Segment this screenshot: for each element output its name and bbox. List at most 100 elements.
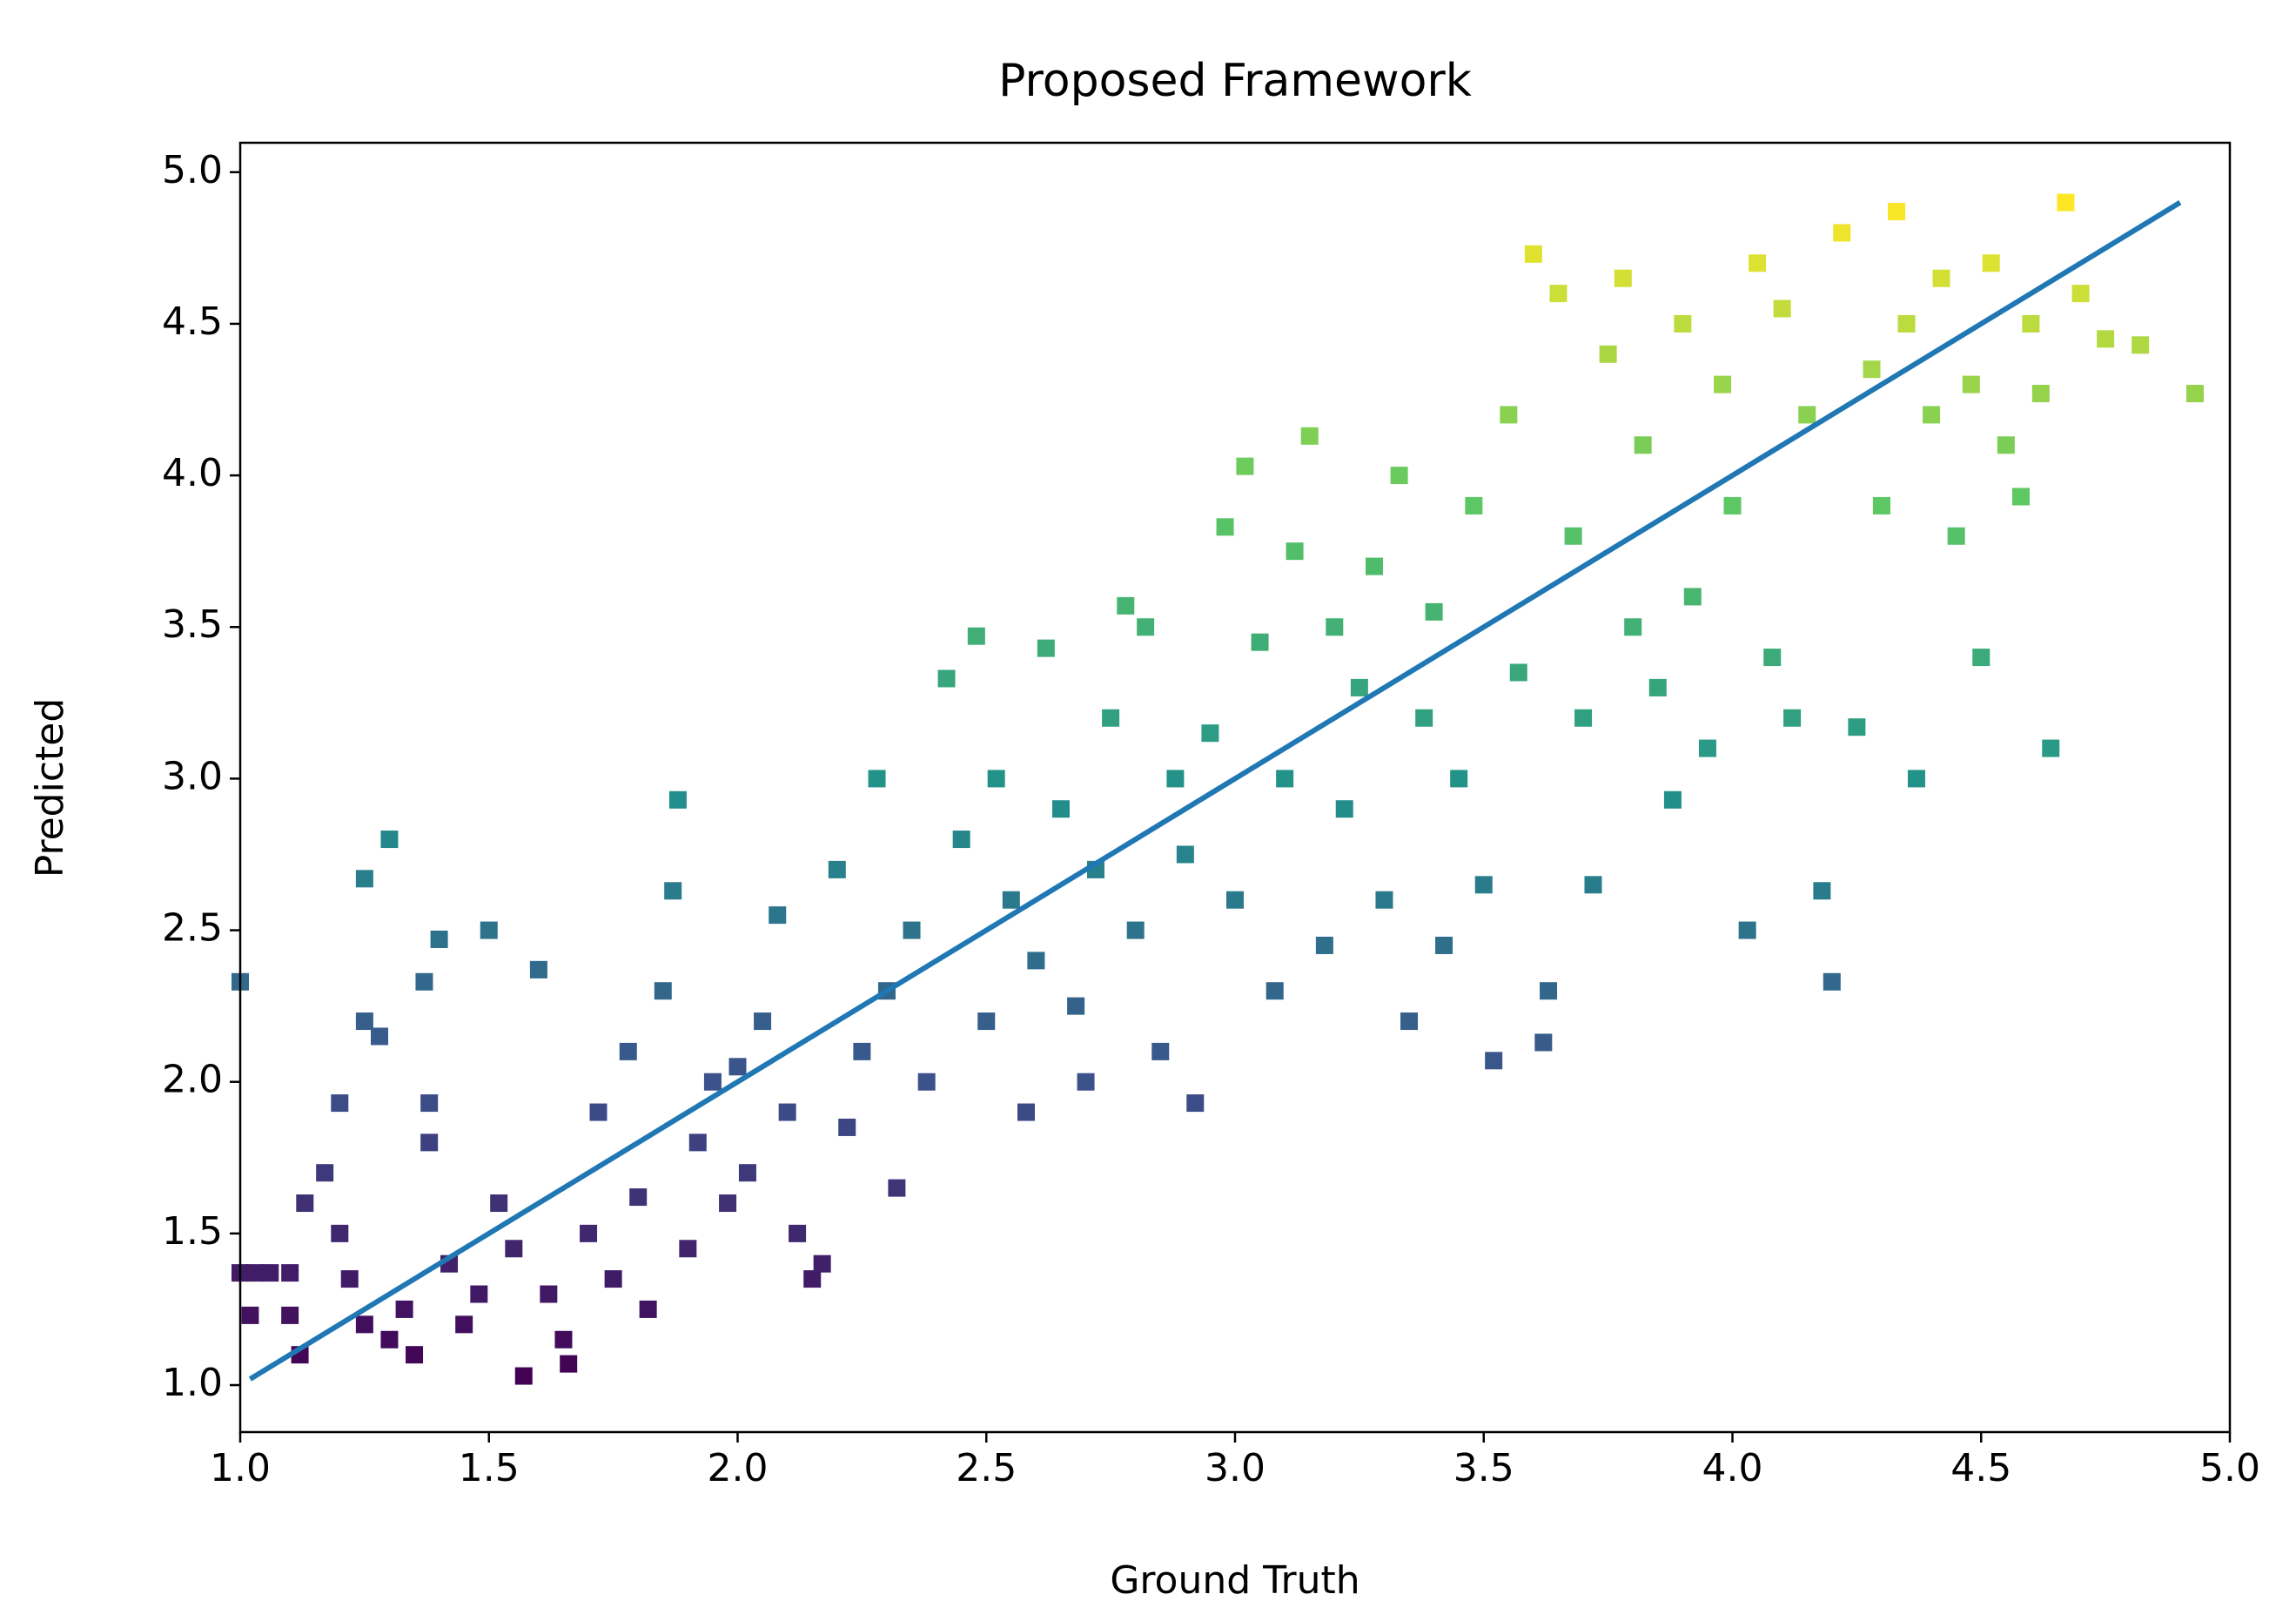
point (420, 1133, 439, 1152)
point (1564, 527, 1582, 545)
point (1698, 739, 1716, 757)
point (1813, 882, 1831, 900)
point (619, 1042, 637, 1060)
point (1634, 436, 1652, 454)
point (688, 1133, 707, 1152)
x-tick-label: 1.0 (210, 1446, 271, 1490)
point (1151, 1042, 1170, 1060)
y-tick-label: 2.5 (162, 906, 223, 951)
y-tick-label: 1.0 (162, 1361, 223, 1405)
point (719, 1194, 737, 1213)
point (1848, 718, 1866, 737)
point (1485, 1052, 1503, 1070)
point (629, 1188, 648, 1207)
point (2057, 193, 2075, 212)
point (1723, 496, 1742, 515)
point (1051, 800, 1070, 818)
point (1251, 633, 1269, 651)
point (281, 1306, 299, 1324)
point (1126, 921, 1145, 939)
point (604, 1270, 622, 1288)
point (1663, 790, 1682, 809)
point (430, 931, 448, 949)
point (853, 1042, 871, 1060)
point (1907, 770, 1925, 788)
point (580, 1224, 598, 1242)
point (316, 1164, 334, 1182)
point (1872, 496, 1890, 515)
point (1584, 876, 1602, 894)
point (1326, 618, 1344, 636)
point (505, 1240, 523, 1258)
point (1201, 724, 1219, 743)
point (1614, 269, 1632, 287)
point (371, 1027, 389, 1046)
point (331, 1224, 349, 1242)
point (589, 1103, 608, 1121)
point (529, 960, 547, 979)
point (1714, 375, 1732, 393)
point (967, 627, 985, 645)
y-axis-label: Predicted (28, 698, 72, 878)
point (1534, 1033, 1553, 1052)
point (668, 790, 687, 809)
point (2022, 314, 2040, 333)
point (1674, 314, 1692, 333)
point (1216, 518, 1234, 536)
point (1400, 1012, 1419, 1031)
point (1236, 457, 1254, 475)
fit-line (248, 200, 2182, 1382)
point (380, 1330, 399, 1349)
x-tick-label: 3.5 (1453, 1446, 1514, 1490)
x-tick-label: 1.5 (459, 1446, 520, 1490)
point (340, 1270, 359, 1288)
point (1425, 602, 1443, 621)
point (355, 1315, 373, 1334)
point (514, 1367, 533, 1385)
point (679, 1240, 697, 1258)
point (2185, 385, 2204, 403)
point (1366, 557, 1384, 575)
point (1798, 406, 1816, 424)
point (331, 1094, 349, 1113)
point (2071, 285, 2090, 303)
y-tick-label: 2.0 (162, 1058, 223, 1102)
point (1300, 427, 1319, 445)
point (554, 1330, 573, 1349)
point (355, 870, 373, 888)
point (1962, 375, 1980, 393)
point (241, 1306, 259, 1324)
point (1450, 770, 1468, 788)
y-tick-label: 3.0 (162, 754, 223, 798)
point (1335, 800, 1353, 818)
point (1166, 770, 1185, 788)
point (1932, 269, 1950, 287)
point (664, 882, 682, 900)
point (1390, 467, 1408, 485)
point (987, 770, 1005, 788)
point (1027, 952, 1045, 970)
point (1549, 285, 1568, 303)
plot-frame (238, 141, 2232, 1434)
point (1923, 406, 1941, 424)
point (1315, 936, 1333, 954)
point (1897, 314, 1916, 333)
point (1823, 972, 1841, 991)
point (540, 1285, 558, 1303)
y-tick-label: 5.0 (162, 148, 223, 192)
point (952, 831, 970, 849)
point (1435, 936, 1453, 954)
point (1648, 678, 1667, 696)
point (1276, 770, 1294, 788)
point (261, 1264, 279, 1282)
point (1102, 709, 1120, 727)
point (1738, 921, 1756, 939)
point (1415, 709, 1433, 727)
point (1540, 982, 1558, 1000)
point (1350, 678, 1368, 696)
point (1888, 203, 1906, 221)
x-tick-label: 5.0 (2199, 1446, 2260, 1490)
point (1773, 299, 1791, 318)
point (1077, 1073, 1095, 1091)
